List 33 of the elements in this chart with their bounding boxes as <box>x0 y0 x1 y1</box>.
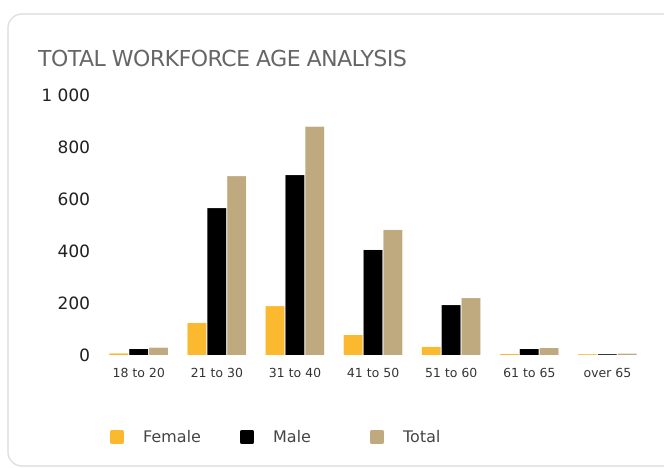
y-tick-label: 200 <box>58 294 90 314</box>
bar <box>364 250 382 355</box>
y-tick-label: 0 <box>79 346 90 366</box>
x-tick-label: 21 to 30 <box>190 365 243 380</box>
y-tick-label: 1 000 <box>41 86 90 106</box>
y-tick-label: 800 <box>58 138 90 158</box>
x-tick-label: 51 to 60 <box>424 365 478 380</box>
x-tick-label: 31 to 40 <box>268 365 322 380</box>
y-tick-label: 600 <box>58 190 90 210</box>
bar <box>462 298 480 355</box>
bar <box>305 126 324 355</box>
bar <box>285 175 304 355</box>
y-tick-label: 400 <box>58 242 90 262</box>
bar <box>266 306 284 355</box>
bar <box>540 348 559 355</box>
bar <box>344 334 363 355</box>
bar <box>207 208 226 355</box>
x-tick-label: 61 to 65 <box>503 365 556 380</box>
bar <box>383 230 402 355</box>
x-tick-label: over 65 <box>583 365 632 380</box>
bar <box>520 349 539 355</box>
bar <box>227 176 246 355</box>
bar <box>442 305 461 355</box>
bar <box>149 348 168 355</box>
x-tick-label: 41 to 50 <box>346 365 400 380</box>
bar <box>422 346 441 355</box>
x-tick-label: 18 to 20 <box>112 365 165 380</box>
legend-label: Total <box>402 427 440 446</box>
legend-label: Male <box>273 427 311 446</box>
chart-title: TOTAL WORKFORCE AGE ANALYSIS <box>37 47 406 72</box>
bar <box>187 323 206 355</box>
legend-label: Female <box>143 427 201 446</box>
bar <box>129 349 148 355</box>
